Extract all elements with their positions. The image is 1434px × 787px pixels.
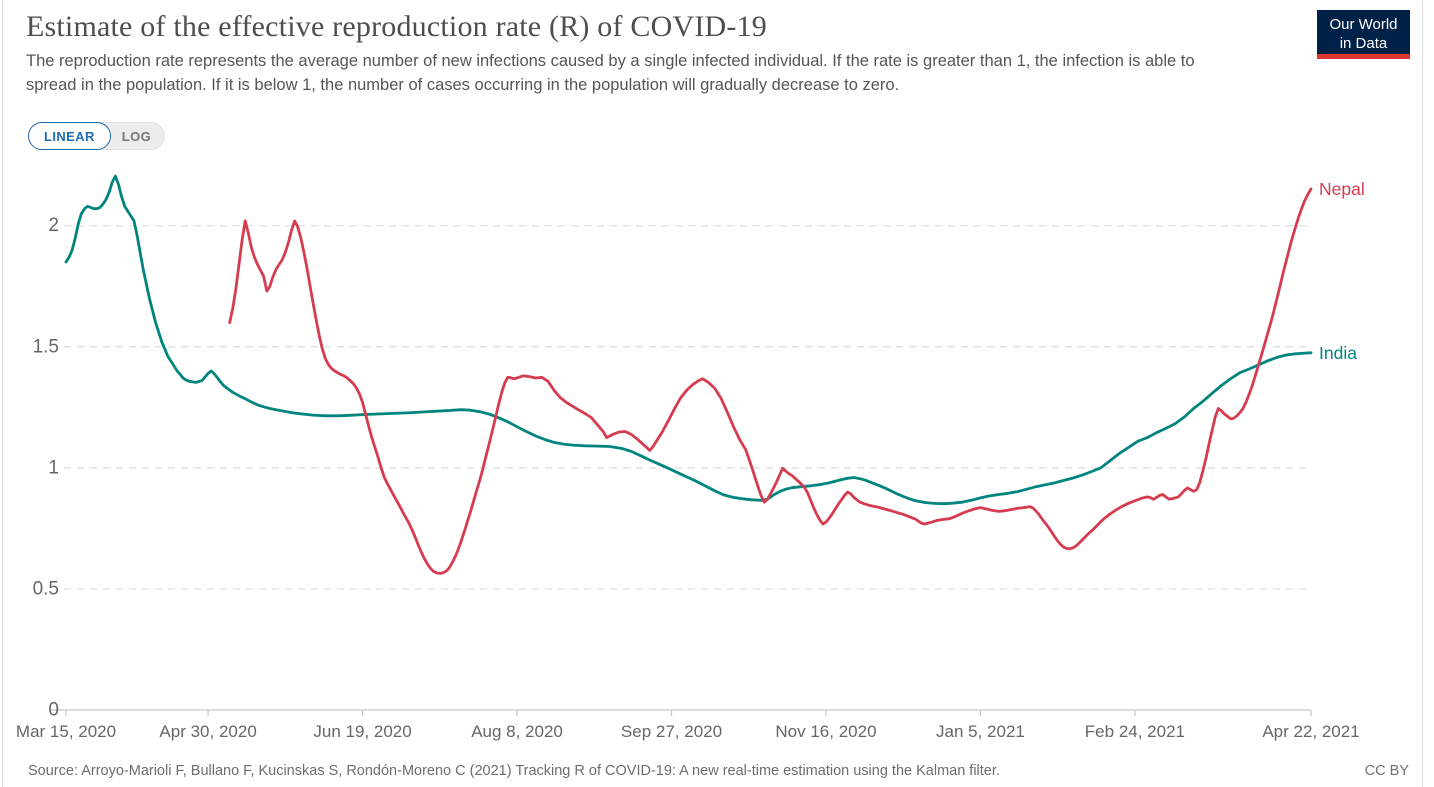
source-text: Source: Arroyo-Marioli F, Bullano F, Kuc…: [28, 763, 1000, 779]
x-tick-label: Jun 19, 2020: [313, 722, 411, 741]
x-tick-label: Sep 27, 2020: [621, 722, 722, 741]
chart-footer: Source: Arroyo-Marioli F, Bullano F, Kuc…: [28, 763, 1409, 779]
line-chart-canvas[interactable]: 0 0.5 1 1.5 2 Mar 15, 2020 Apr 30, 2020 Jun 19,…: [3, 0, 1422, 755]
license-link[interactable]: CC BY: [1364, 763, 1409, 779]
series-line-nepal[interactable]: [228, 187, 1313, 575]
series-line-india[interactable]: [64, 174, 1313, 506]
page-subtitle: The reproduction rate represents the ave…: [26, 52, 1195, 94]
x-tick-label: Aug 8, 2020: [471, 722, 563, 741]
scale-toggle: LINEAR LOG: [28, 122, 166, 150]
owid-logo-line2: in Data: [1339, 34, 1388, 52]
x-tick-label: Jan 5, 2021: [936, 722, 1025, 741]
owid-logo-text: Our World in Data: [1329, 16, 1397, 53]
chart-header: Estimate of the effective reproduction r…: [26, 10, 1306, 98]
series-end-label-nepal[interactable]: Nepal: [1319, 179, 1365, 199]
y-tick-label: 1.5: [33, 336, 59, 357]
x-tick-label: Feb 24, 2021: [1085, 722, 1185, 741]
y-tick-label: 2: [48, 215, 59, 236]
owid-logo-red-strip: [1317, 54, 1410, 59]
x-tick-label: Apr 22, 2021: [1262, 722, 1359, 741]
y-tick-label: 0: [48, 700, 59, 721]
owid-logo[interactable]: Our World in Data: [1317, 10, 1410, 59]
y-tick-label: 0.5: [33, 578, 59, 599]
owid-logo-line1: Our World: [1329, 16, 1398, 34]
series-end-label-india[interactable]: India: [1319, 343, 1357, 363]
x-tick-label: Mar 15, 2020: [16, 722, 116, 741]
y-tick-label: 1: [48, 457, 59, 478]
linear-scale-button[interactable]: LINEAR: [28, 122, 111, 150]
x-tick-label: Apr 30, 2020: [159, 722, 256, 741]
page-title: Estimate of the effective reproduction r…: [26, 10, 767, 43]
x-tick-label: Nov 16, 2020: [775, 722, 876, 741]
